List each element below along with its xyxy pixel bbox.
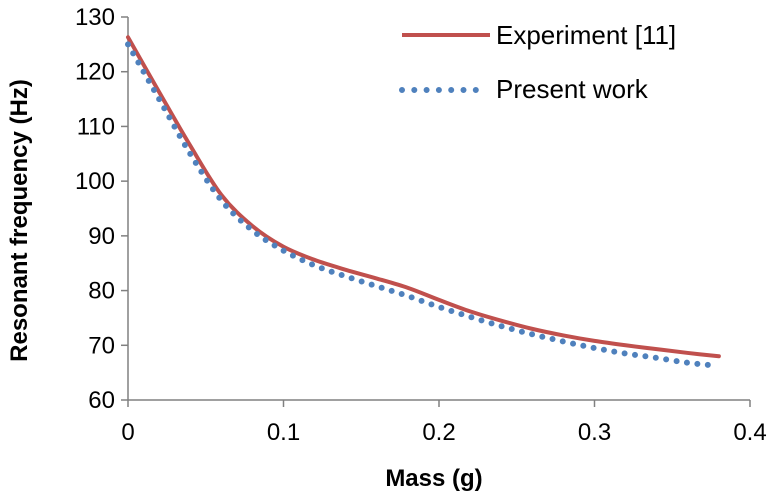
legend-label-experiment: Experiment [11] — [496, 20, 676, 50]
y-tick-label: 80 — [88, 278, 115, 305]
y-tick-label: 70 — [88, 332, 115, 359]
y-tick-label: 60 — [88, 387, 115, 414]
y-tick-label: 90 — [88, 223, 115, 250]
x-tick-label: 0.4 — [733, 419, 766, 446]
x-tick-label: 0.3 — [578, 419, 611, 446]
legend-label-present-work: Present work — [496, 74, 649, 104]
axes — [127, 17, 750, 401]
y-tick-label: 120 — [75, 59, 115, 86]
axis-ticks: 60 70 80 90 100 110 120 130 0 0.1 0.2 0.3 0.4 — [75, 4, 767, 446]
series-line-experiment — [126, 35, 721, 359]
x-tick-label: 0 — [121, 419, 134, 446]
x-axis-title: Mass (g) — [385, 465, 482, 492]
y-axis-title: Resonant frequency (Hz) — [6, 79, 33, 362]
y-tick-label: 130 — [75, 4, 115, 31]
y-tick-label: 110 — [77, 113, 115, 140]
series-line-present-work — [125, 41, 719, 369]
x-tick-label: 0.1 — [267, 419, 300, 446]
x-tick-label: 0.2 — [422, 419, 455, 446]
y-tick-label: 100 — [75, 168, 115, 195]
data-series — [125, 35, 721, 369]
legend: Experiment [11] Present work — [399, 20, 676, 104]
